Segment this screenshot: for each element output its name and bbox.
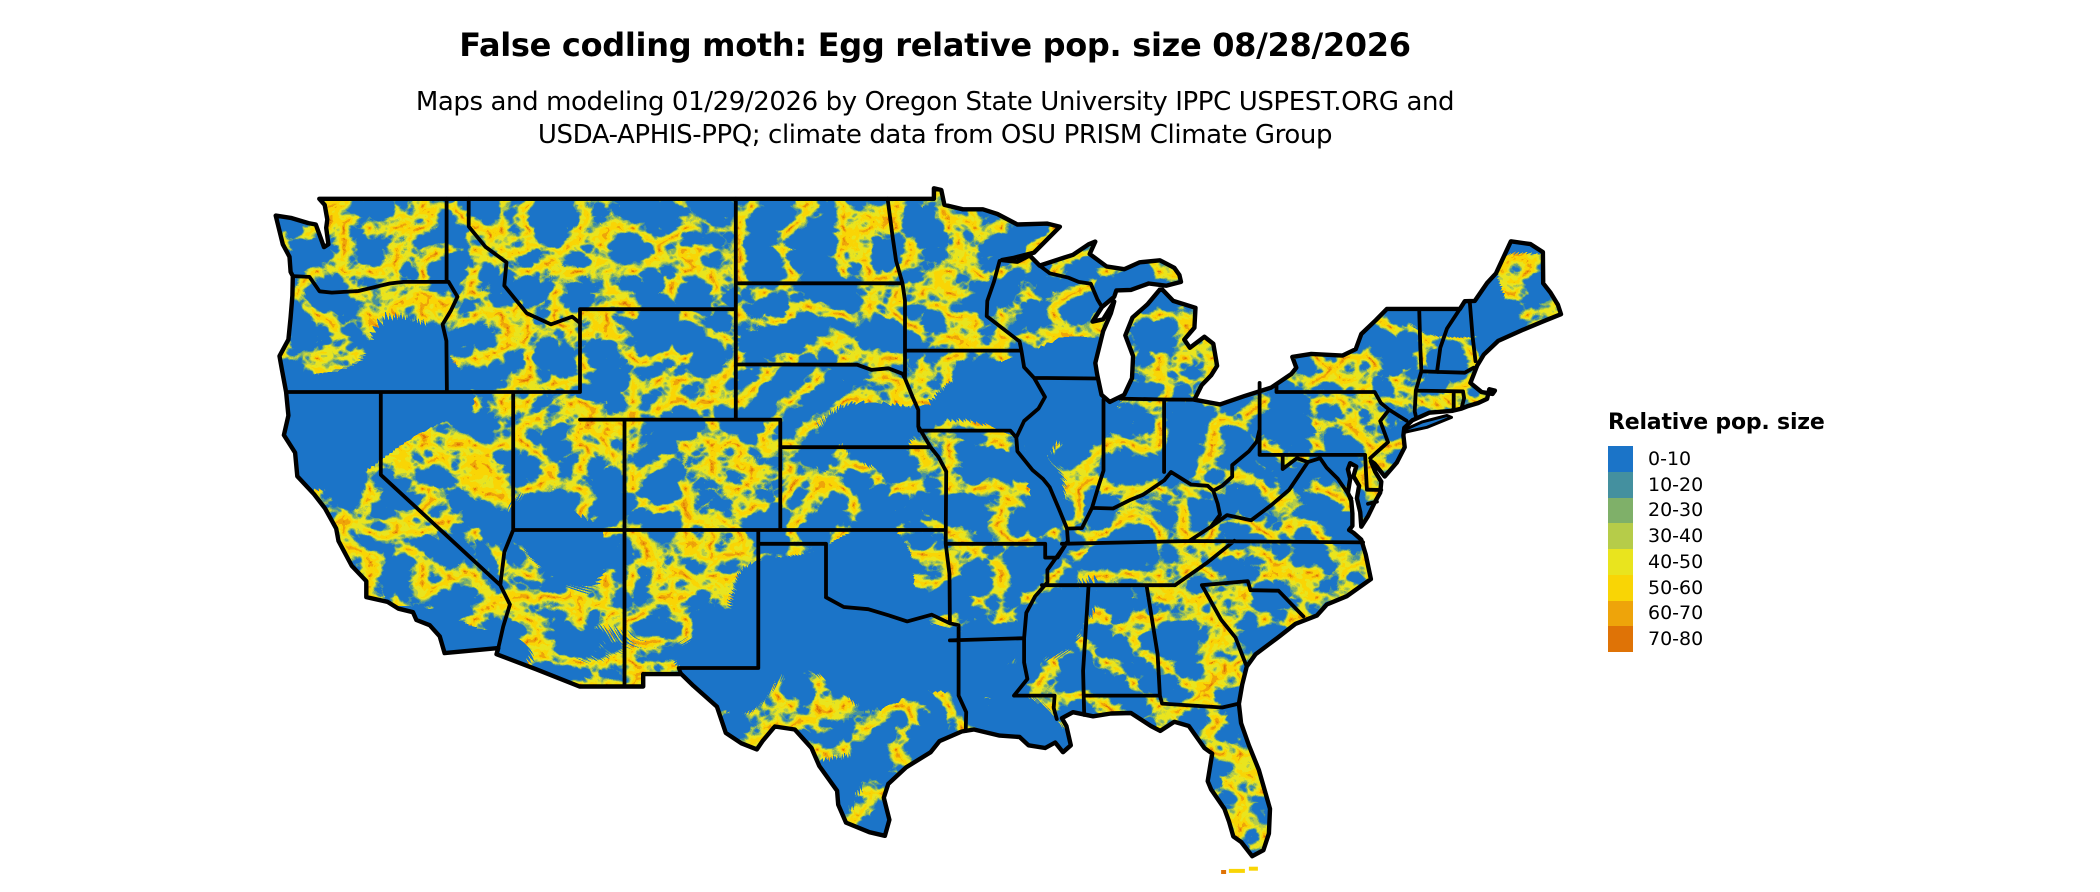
florida-keys-dot — [1221, 870, 1227, 874]
legend-item: 0-10 — [1608, 446, 1825, 472]
us-outline — [273, 186, 1564, 859]
state-borders — [284, 196, 1478, 733]
florida-keys-dot — [1228, 868, 1245, 873]
legend-label: 10-20 — [1648, 473, 1704, 496]
subtitle-line-2: USDA-APHIS-PPQ; climate data from OSU PR… — [537, 120, 1333, 150]
legend-item: 10-20 — [1608, 471, 1825, 498]
legend-item: 70-80 — [1608, 626, 1825, 652]
subtitle: Maps and modeling 01/29/2026 by Oregon S… — [0, 86, 1870, 152]
subtitle-line-1: Maps and modeling 01/29/2026 by Oregon S… — [415, 87, 1455, 117]
legend-items: 0-10 10-20 20-30 30-40 40-50 50-60 60-70 70-80 — [1608, 446, 1825, 652]
legend-label: 20-30 — [1648, 499, 1704, 522]
legend-item: 20-30 — [1608, 497, 1825, 524]
page-title: False codling moth: Egg relative pop. si… — [459, 26, 1411, 64]
legend-title: Relative pop. size — [1608, 410, 1825, 435]
legend-item: 60-70 — [1608, 600, 1825, 627]
legend-label: 60-70 — [1648, 602, 1704, 625]
legend-item: 40-50 — [1608, 549, 1825, 575]
legend-swatch — [1608, 549, 1633, 575]
legend: Relative pop. size 0-10 10-20 20-30 30-40 40… — [1608, 410, 1825, 652]
florida-keys-dot — [1248, 866, 1258, 871]
legend-label: 50-60 — [1648, 576, 1704, 599]
legend-swatch — [1608, 574, 1633, 601]
header: False codling moth: Egg relative pop. si… — [0, 26, 1870, 152]
legend-swatch — [1608, 626, 1633, 652]
legend-label: 0-10 — [1648, 447, 1692, 470]
legend-swatch — [1608, 471, 1633, 498]
legend-item: 30-40 — [1608, 523, 1825, 549]
legend-swatch — [1608, 523, 1633, 549]
long-island — [1402, 414, 1453, 434]
legend-label: 70-80 — [1648, 628, 1704, 651]
legend-swatch — [1608, 497, 1633, 524]
legend-label: 40-50 — [1648, 550, 1704, 573]
legend-item: 50-60 — [1608, 574, 1825, 601]
legend-swatch — [1608, 600, 1633, 627]
legend-label: 30-40 — [1648, 525, 1704, 548]
population-raster — [275, 188, 1562, 857]
us-map — [273, 186, 1564, 874]
legend-swatch — [1608, 446, 1633, 472]
